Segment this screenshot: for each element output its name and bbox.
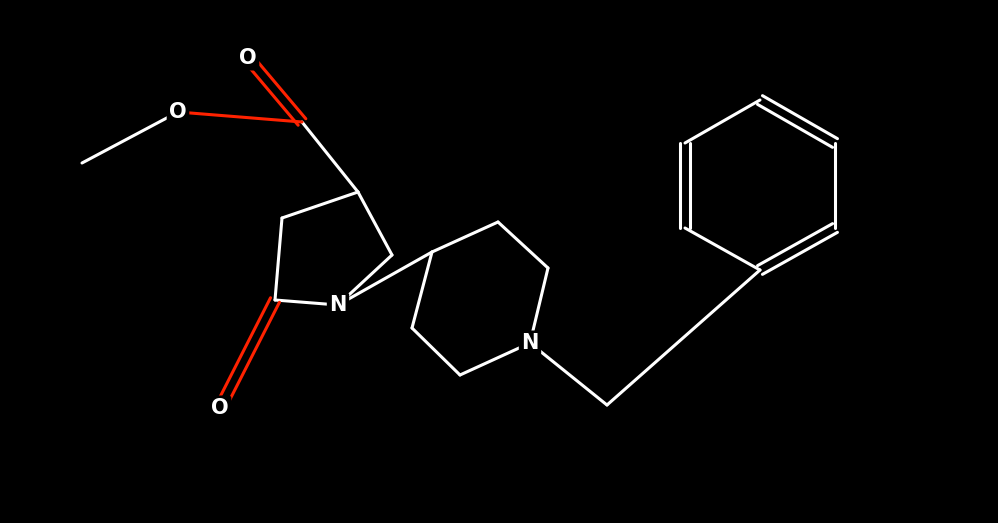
Text: O: O <box>212 398 229 418</box>
Text: O: O <box>240 48 256 68</box>
Text: O: O <box>170 102 187 122</box>
Text: N: N <box>329 295 346 315</box>
Text: N: N <box>521 333 539 353</box>
